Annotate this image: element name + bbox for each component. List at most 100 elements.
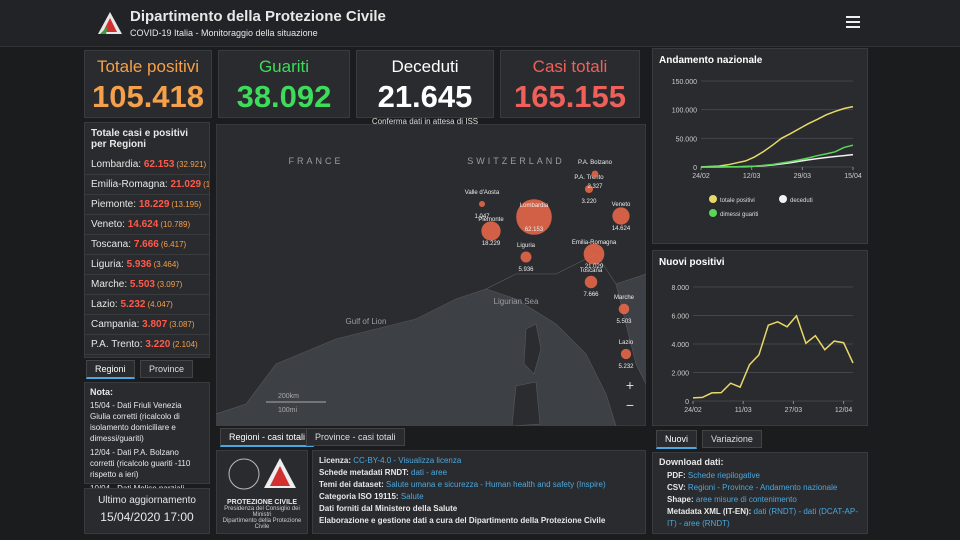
menu-button[interactable]: [846, 16, 860, 28]
download-panel: Download dati: PDF: Schede riepilogative…: [652, 452, 868, 534]
scale-label: 200km: [278, 393, 299, 400]
license-line: Categoria ISO 19115: Salute: [319, 491, 639, 503]
zoom-in[interactable]: +: [626, 377, 634, 393]
license-link: Salute: [400, 492, 424, 501]
y-tick-label: 2.000: [671, 371, 689, 378]
bubble-name: Valle d'Aosta: [465, 190, 500, 196]
region-name: Campania: [91, 319, 137, 330]
license-line: Licenza: CC-BY-4.0 - Visualizza licenza: [319, 455, 639, 467]
x-tick-label: 24/02: [684, 407, 702, 414]
new-cases-chart: Nuovi positivi 0 2.000 4.000 6.000 8.000 24/02…: [659, 257, 854, 414]
tab[interactable]: Regioni - casi totali: [220, 428, 315, 447]
note-item: 15/04 - Dati Friuli Venezia Giulia corre…: [90, 401, 182, 443]
national-chart: Andamento nazionale 0 50.000 100.000 150.000…: [659, 55, 862, 218]
update-label: Ultimo aggiornamento: [98, 495, 196, 506]
tab[interactable]: Nuovi: [656, 430, 698, 449]
zoom-out[interactable]: −: [626, 397, 634, 413]
sardinia: [511, 381, 541, 426]
kpi-value: 165.155: [513, 79, 627, 114]
download-item: PDF: Schede riepilogative: [659, 470, 861, 482]
region-total: 21.029: [170, 179, 202, 190]
region-row: Toscana: 7.666 (6.417): [85, 235, 209, 255]
bubble-name: Marche: [614, 295, 635, 301]
map-label: FRANCE: [288, 156, 343, 166]
x-tick-label: 15/04: [844, 173, 862, 180]
legend-label: totale positivi: [720, 198, 755, 204]
region-row: P.A. Trento: 3.220 (2.104): [85, 335, 209, 355]
y-tick-label: 0: [685, 399, 689, 406]
license-line: Dati forniti dal Ministero della Salute: [319, 503, 639, 515]
y-tick-label: 50.000: [676, 136, 698, 143]
download-title: Download dati:: [659, 457, 724, 467]
region-name: Marche: [91, 279, 125, 290]
region-positive: (3.087): [169, 320, 195, 329]
bubble-value: 18.229: [482, 241, 501, 247]
region-name: Toscana: [91, 239, 129, 250]
map-label: Ligurian Sea: [494, 297, 539, 306]
license-link: Salute umana e sicurezza - Human health …: [386, 480, 606, 489]
region-name: Veneto: [91, 219, 123, 230]
y-tick-label: 0: [693, 165, 697, 172]
region-bubble: [591, 170, 599, 178]
region-bubble: [516, 199, 552, 235]
region-bubble: [584, 275, 598, 289]
y-tick-label: 6.000: [671, 314, 689, 321]
region-total: 3.220: [145, 339, 171, 350]
kpi-card: Guariti 38.092: [218, 50, 350, 118]
kpi-card: Casi totali 165.155: [500, 50, 640, 118]
license-label: Categoria ISO 19115:: [319, 492, 399, 501]
legend-label: dimessi guariti: [720, 212, 758, 218]
regions-title: Totale casi e positivi per Regioni: [91, 128, 189, 150]
header-title: Dipartimento della Protezione Civile: [130, 8, 386, 25]
map: + − FRANCE SWITZERLAND Gulf of Lion Liguria…: [216, 124, 646, 426]
region-name: Lombardia: [91, 159, 139, 170]
region-positive: (6.417): [160, 240, 187, 249]
corsica: [523, 323, 542, 375]
update-panel: Ultimo aggiornamento 15/04/2020 17:00: [84, 488, 210, 534]
download-link[interactable]: Regioni - Province - Andamento nazionale: [687, 483, 838, 492]
region-bubble: [620, 348, 632, 360]
license-label: Schede metadati RNDT:: [319, 468, 409, 477]
map-tools[interactable]: [578, 130, 640, 150]
region-positive: (32.921): [176, 160, 207, 169]
notes-panel: Nota: 15/04 - Dati Friuli Venezia Giulia…: [84, 382, 210, 493]
tab[interactable]: Province: [140, 360, 194, 378]
license-line: Temi dei dataset: Salute umana e sicurez…: [319, 479, 639, 491]
download-link[interactable]: aree misure di contenimento: [695, 495, 797, 504]
x-tick-label: 12/04: [835, 407, 853, 414]
region-bubble: [520, 251, 532, 263]
region-bubble: [584, 184, 594, 194]
region-name: Piemonte: [91, 199, 134, 210]
region-bubble: [583, 243, 605, 265]
y-tick-label: 100.000: [672, 108, 697, 115]
bubble-value: 5.232: [618, 364, 634, 370]
download-label: PDF:: [667, 471, 686, 480]
x-tick-label: 24/02: [692, 173, 710, 180]
chart-title: Andamento nazionale: [659, 55, 763, 66]
region-positive: (13.195): [171, 200, 202, 209]
download-link[interactable]: Schede riepilogative: [687, 471, 760, 480]
license-label: Elaborazione e gestione dati a cura del …: [319, 516, 606, 525]
bubble-value: 7.666: [583, 292, 599, 298]
region-row: Veneto: 14.624 (10.789): [85, 215, 209, 235]
region-positive: (3.097): [156, 280, 183, 289]
tab[interactable]: Province - casi totali: [306, 428, 405, 446]
y-tick-label: 150.000: [672, 79, 697, 86]
zoom-control[interactable]: [620, 376, 640, 416]
x-tick-label: 27/03: [785, 407, 803, 414]
y-tick-label: 4.000: [671, 342, 689, 349]
download-link[interactable]: dati (RNDT) - dati (DCAT-AP-IT) - aree (…: [667, 507, 858, 528]
download-item: Metadata XML (IT-EN): dati (RNDT) - dati…: [659, 506, 861, 530]
scale-label: 100mi: [278, 407, 298, 414]
header-subtitle: COVID-19 Italia - Monitoraggio della sit…: [130, 28, 318, 38]
region-total: 18.229: [138, 199, 170, 210]
region-row: Piemonte: 18.229 (13.195): [85, 195, 209, 215]
x-tick-label: 12/03: [743, 173, 761, 180]
bubble-name: Emilia-Romagna: [572, 240, 617, 246]
region-total: 3.807: [142, 319, 168, 330]
chart-panel: Andamento nazionale 0 50.000 100.000 150.000…: [652, 48, 868, 244]
region-name: Emilia-Romagna: [91, 179, 165, 190]
tab[interactable]: Regioni: [86, 360, 135, 379]
tab[interactable]: Variazione: [702, 430, 762, 448]
